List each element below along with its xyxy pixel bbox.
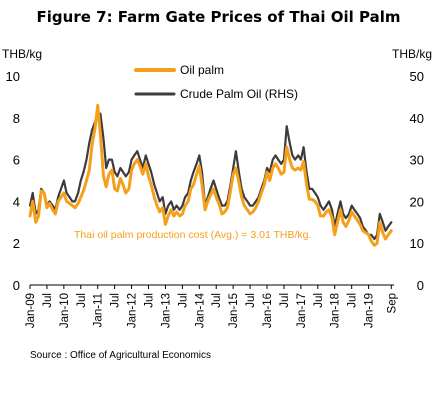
source-note: Source : Office of Agricultural Economic… — [30, 350, 212, 361]
x-tick-label: Jul — [245, 293, 257, 308]
y-right-tick-label: 0 — [417, 278, 424, 293]
x-tick-label: Jan-17 — [296, 293, 308, 328]
x-tick-label: Jan-14 — [194, 292, 206, 328]
y-left-tick-label: 4 — [13, 194, 20, 209]
chart-title: Figure 7: Farm Gate Prices of Thai Oil P… — [36, 8, 401, 26]
legend-label-oil-palm: Oil palm — [180, 63, 224, 77]
x-tick-label: Jan-09 — [25, 293, 37, 328]
x-tick-label: Jan-15 — [228, 293, 240, 328]
x-tick-label: Jan-16 — [262, 293, 274, 328]
x-tick-label: Jul — [76, 293, 88, 308]
x-tick-label: Jan-10 — [59, 293, 71, 328]
y-left-axis-label: THB/kg — [2, 47, 42, 61]
x-tick-label: Sep — [386, 293, 398, 313]
axes: 0 2 4 6 8 10 0 10 20 30 40 50 Jan-09 Jul Jan-10 Jul Jan-… — [6, 69, 424, 328]
x-tick-label: Jul — [211, 293, 223, 308]
y-left-tick-label: 0 — [13, 278, 20, 293]
y-left-tick-label: 2 — [13, 236, 20, 251]
x-tick-label: Jan-13 — [160, 293, 172, 328]
x-tick-label: Jan-18 — [330, 293, 342, 328]
y-right-axis-label: THB/kg — [392, 47, 432, 61]
x-tick-label: Jan-11 — [93, 293, 105, 327]
y-right-tick-label: 30 — [410, 153, 424, 168]
y-left-tick-label: 8 — [13, 111, 20, 126]
x-tick-label: Jul — [347, 293, 359, 308]
production-cost-annotation: Thai oil palm production cost (Avg.) = 3… — [74, 229, 311, 241]
x-tick-label: Jul — [144, 293, 156, 308]
x-tick-label: Jan-19 — [364, 293, 376, 328]
y-right-tick-label: 50 — [410, 69, 424, 84]
legend-label-crude-palm-oil: Crude Palm Oil (RHS) — [180, 87, 298, 101]
x-tick-label: Jan-12 — [127, 293, 139, 328]
y-right-tick-label: 20 — [410, 194, 424, 209]
series-layer — [28, 103, 393, 247]
x-tick-label: Jul — [110, 293, 122, 308]
x-tick-label: Jul — [42, 293, 54, 308]
series-line-oil-palm — [28, 103, 393, 247]
y-left-tick-label: 10 — [6, 69, 20, 84]
series-line-crude-palm-oil — [28, 112, 393, 241]
x-tick-label: Jul — [177, 293, 189, 308]
y-right-tick-label: 10 — [410, 236, 424, 251]
legend: Oil palm Crude Palm Oil (RHS) — [134, 63, 298, 101]
x-tick-label: Jul — [279, 293, 291, 308]
y-left-tick-label: 6 — [13, 153, 20, 168]
y-right-tick-label: 40 — [410, 111, 424, 126]
x-tick-label: Jul — [313, 293, 325, 308]
